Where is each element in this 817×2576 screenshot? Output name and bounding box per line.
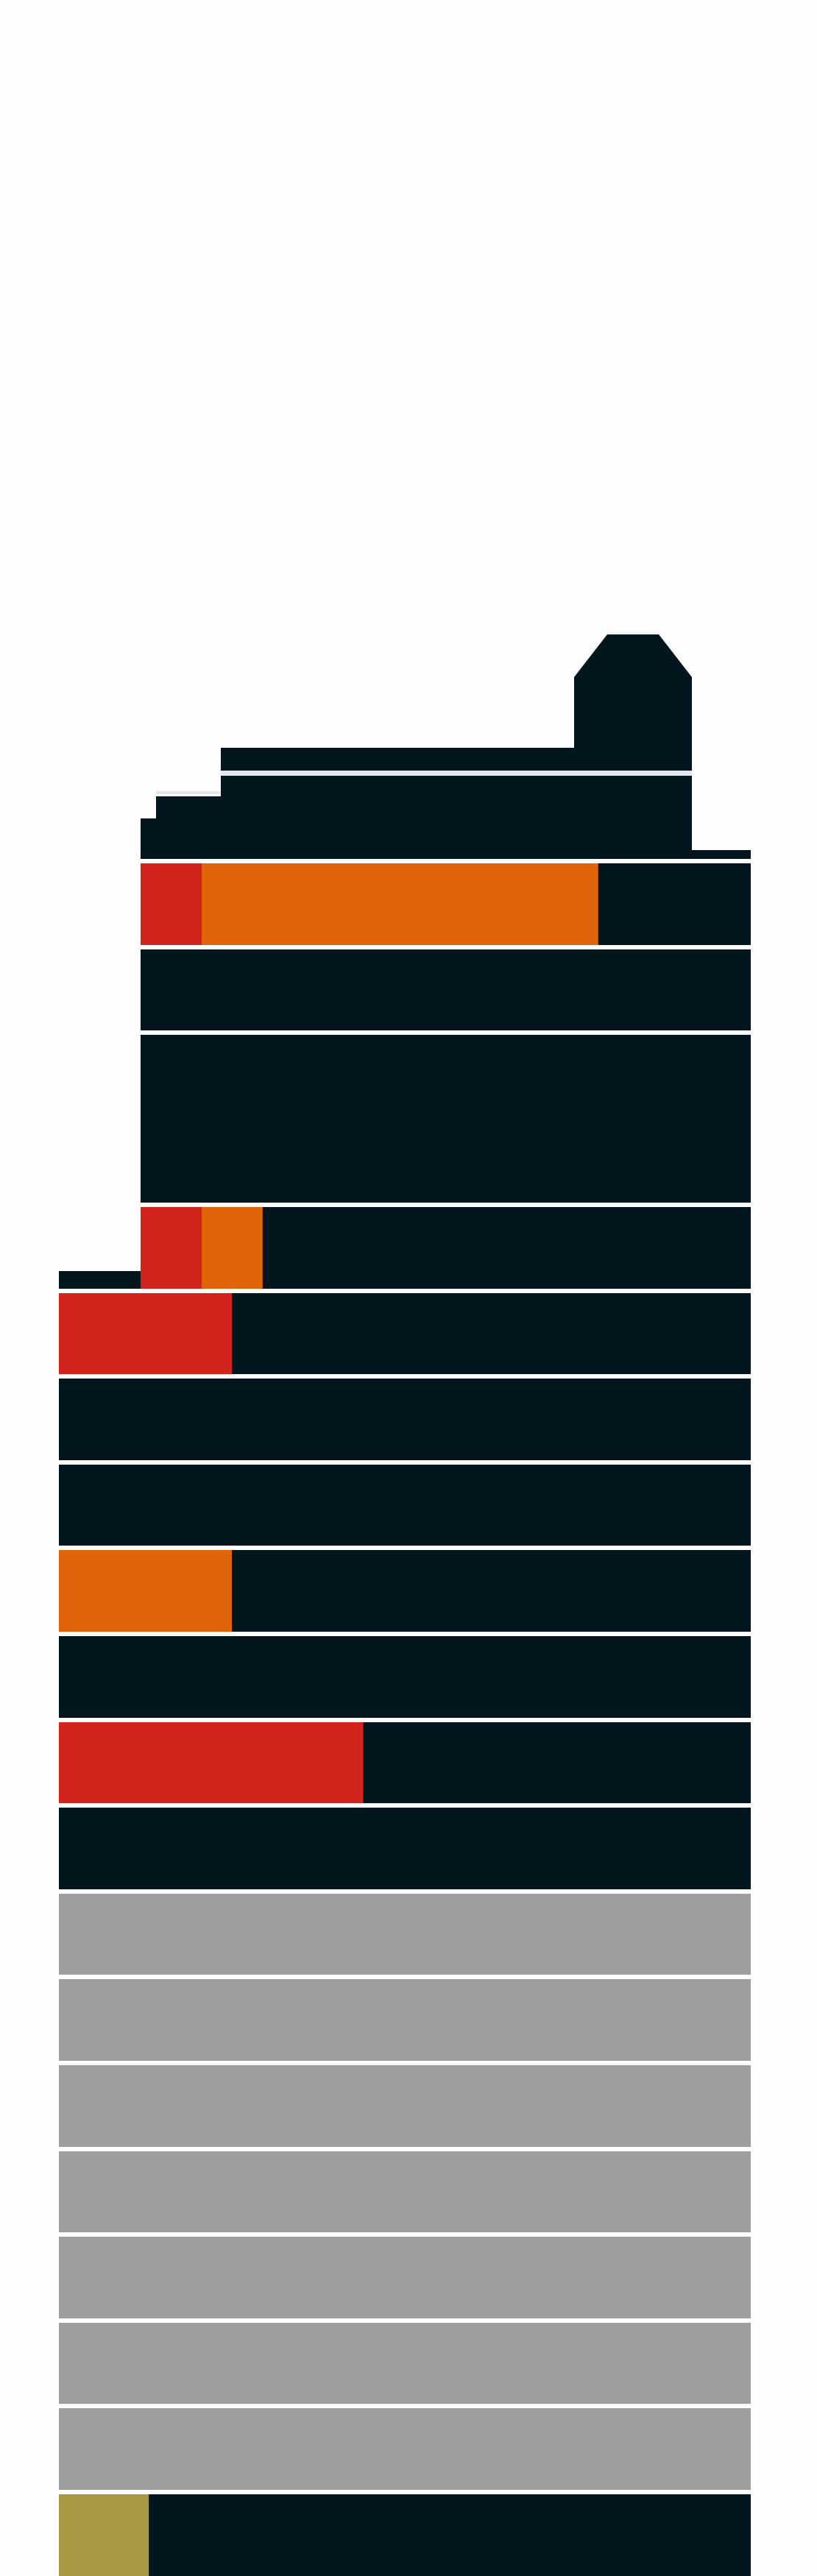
floor-active	[141, 949, 751, 1030]
floor	[59, 1894, 751, 1975]
floor-inactive	[59, 1979, 751, 2061]
floor-active	[59, 1808, 751, 1889]
floor-segment-warning	[59, 1550, 232, 1632]
floor	[141, 1035, 751, 1203]
floor	[59, 1293, 751, 1374]
floor-segment-critical	[141, 863, 202, 945]
floor-active	[59, 1379, 751, 1460]
floor-active	[59, 1465, 751, 1546]
floor	[141, 863, 751, 945]
floor	[59, 2065, 751, 2147]
upper-tower	[141, 634, 751, 859]
floor-active	[141, 1035, 751, 1203]
floor-segment-warning	[201, 1207, 263, 1289]
floor-segment-caution	[59, 2494, 149, 2576]
floor-inactive	[59, 2065, 751, 2147]
setback-ledge	[59, 1271, 141, 1289]
floor-inactive	[59, 2237, 751, 2318]
floor-segment-warning	[201, 863, 598, 945]
floor	[59, 2237, 751, 2318]
roof-separator	[221, 771, 692, 776]
floor-inactive	[59, 1894, 751, 1975]
floor-inactive	[59, 2323, 751, 2404]
building-silhouette	[59, 634, 751, 1289]
floor	[59, 1979, 751, 2061]
floor-segment-critical	[59, 1293, 232, 1374]
floor	[59, 1465, 751, 1546]
floor	[59, 1636, 751, 1718]
floor	[59, 2151, 751, 2232]
floor	[59, 2323, 751, 2404]
floor-active	[59, 2494, 751, 2576]
floor-active	[59, 1636, 751, 1718]
floor-segment-critical	[141, 1207, 202, 1289]
floor-inactive	[59, 2151, 751, 2232]
floor	[59, 1379, 751, 1460]
floor	[59, 1550, 751, 1632]
setback-edge	[156, 791, 221, 794]
floor-inactive	[59, 2408, 751, 2490]
floor-stack	[59, 863, 751, 2576]
floor	[59, 2408, 751, 2490]
floor-segment-critical	[59, 1722, 364, 1803]
floor	[141, 1207, 751, 1289]
floor	[59, 1808, 751, 1889]
floor	[59, 2494, 751, 2576]
floor	[141, 949, 751, 1030]
floor	[59, 1722, 751, 1803]
